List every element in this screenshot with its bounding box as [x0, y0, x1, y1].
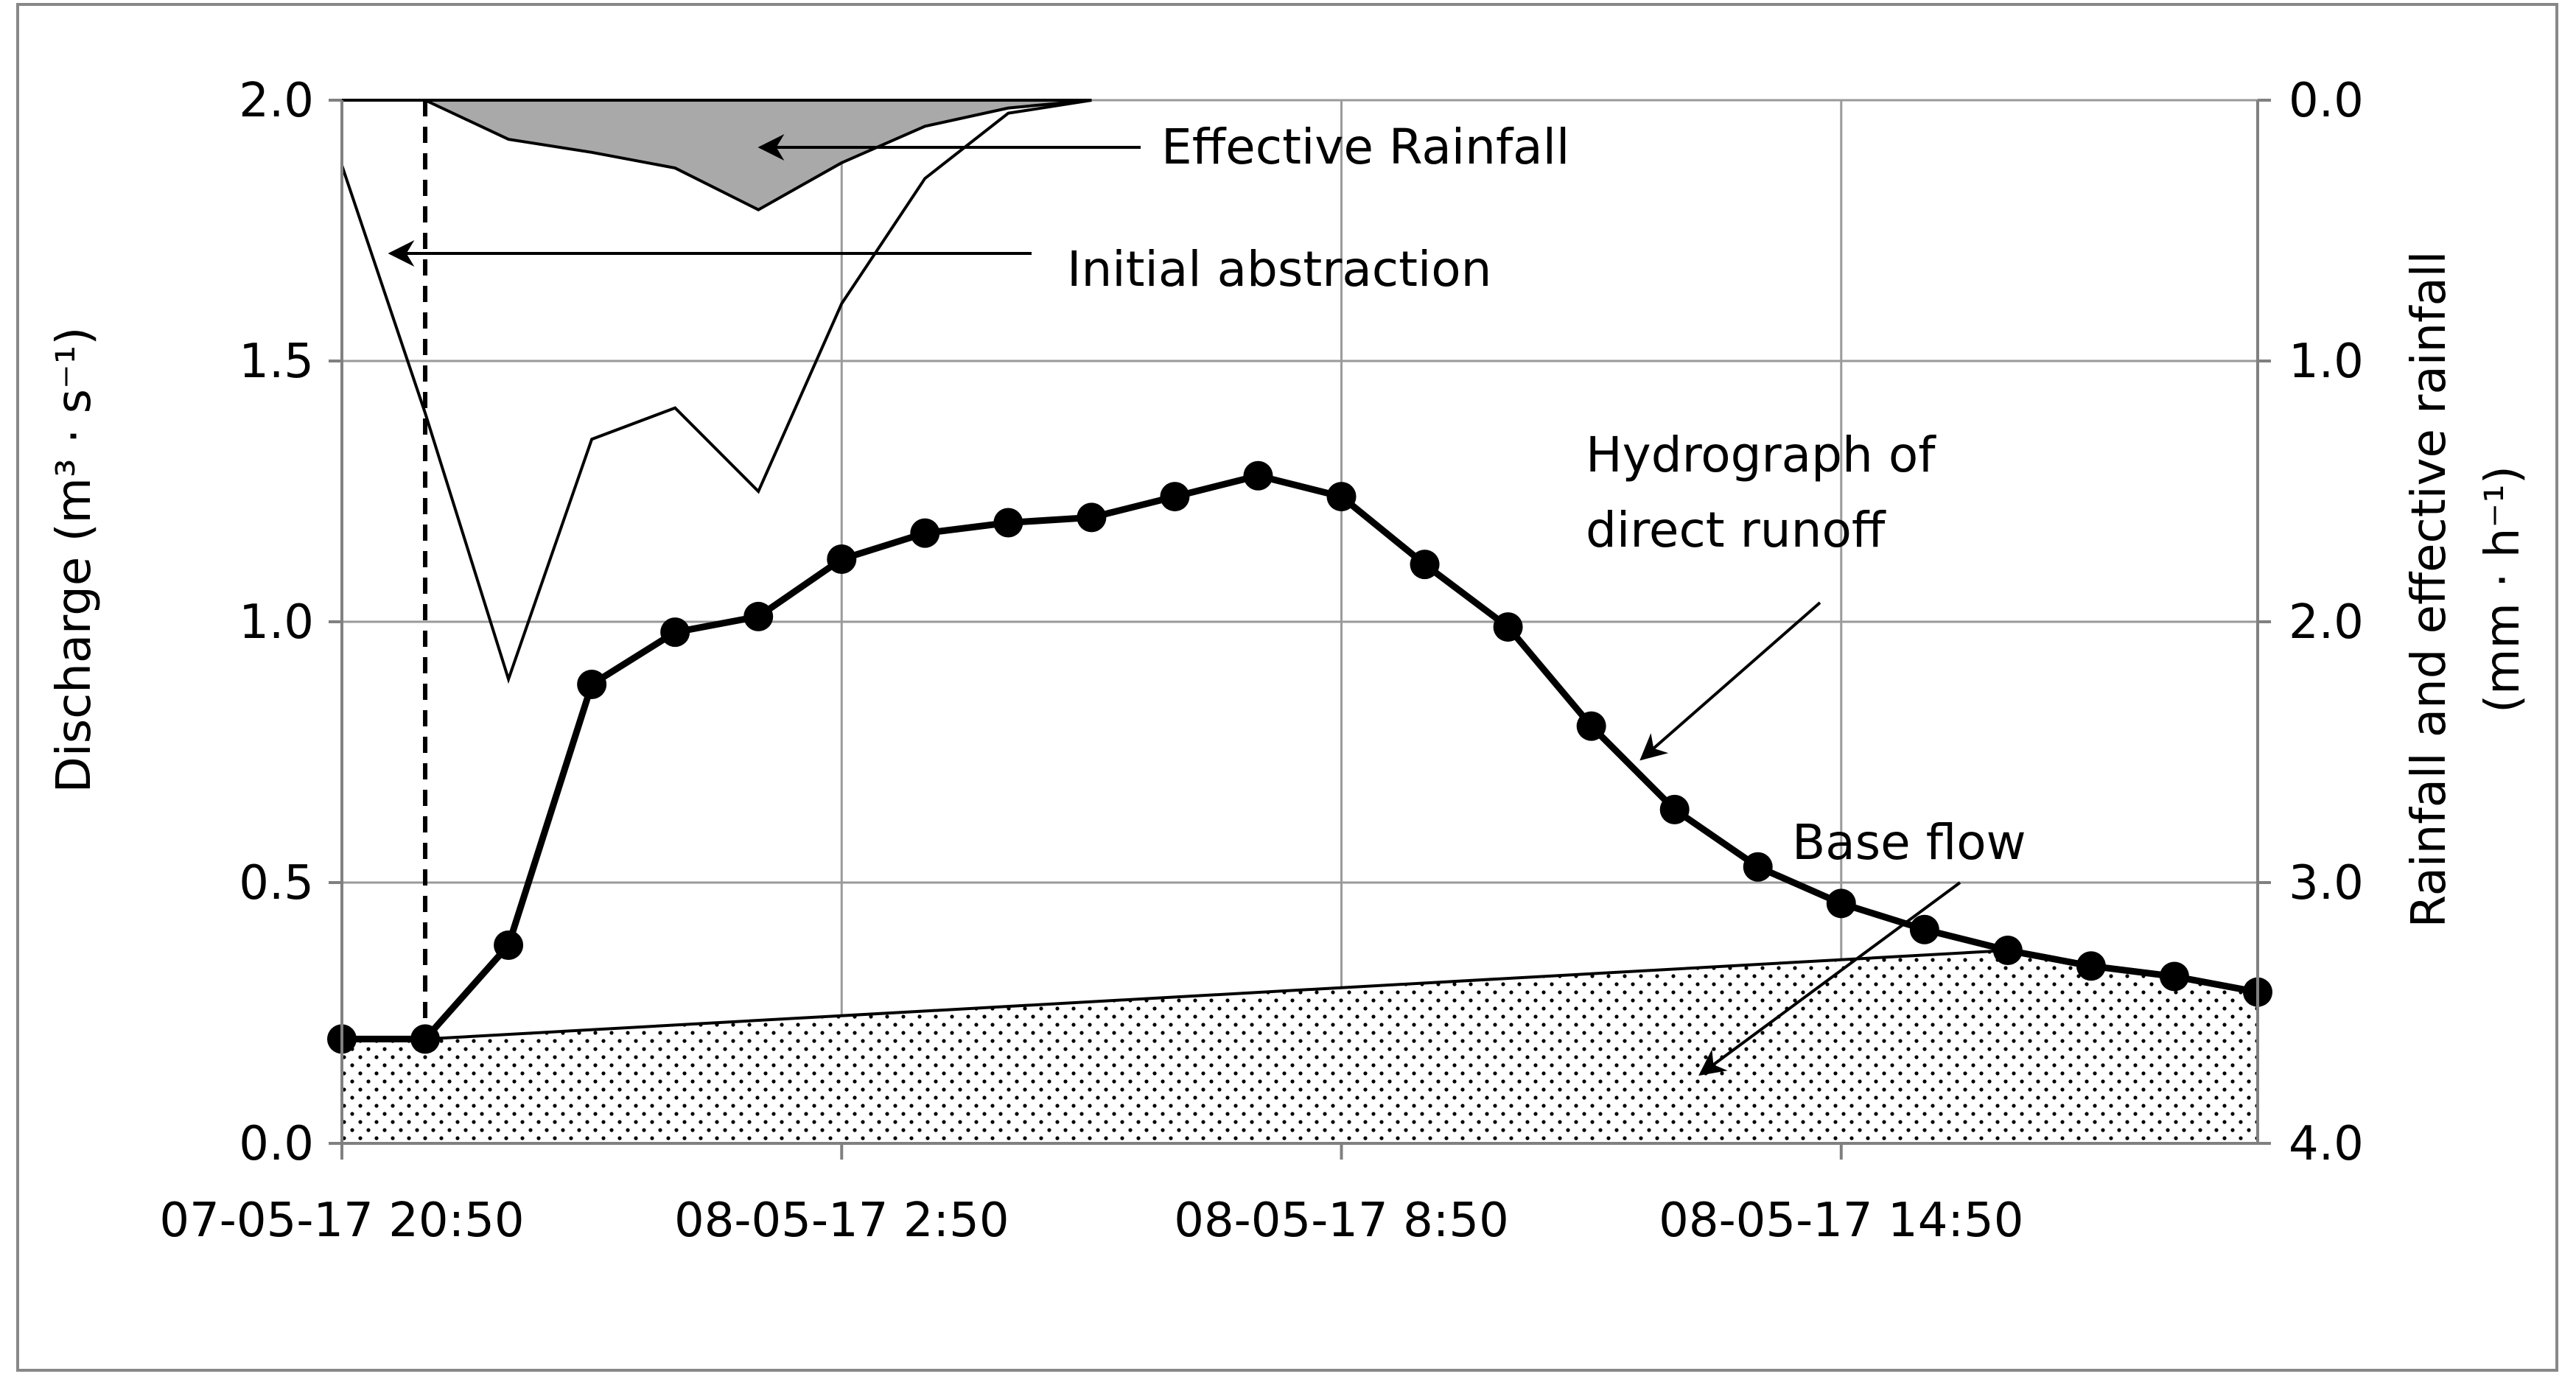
- hydrograph-point: [1826, 888, 1856, 919]
- hydrograph-point: [660, 617, 690, 648]
- hydrograph-point: [993, 508, 1023, 538]
- annotation-hydrograph-line2: direct runoff: [1586, 502, 1886, 558]
- hydrograph-point: [910, 518, 940, 548]
- hydrograph-point: [410, 1024, 441, 1054]
- hydrograph-point: [743, 601, 774, 631]
- hydrograph-point: [2159, 961, 2189, 992]
- effective-rainfall-area: [424, 99, 1092, 211]
- x-tick-label: 08-05-17 2:50: [674, 1193, 1009, 1248]
- base-flow-area: [342, 950, 2258, 1143]
- chart-frame: [16, 3, 2558, 1372]
- annotation-effective-rainfall: Effective Rainfall: [1161, 119, 1569, 175]
- hydrograph-point: [494, 930, 524, 960]
- hydrograph-point: [2076, 951, 2106, 981]
- hydrograph-point: [1410, 550, 1440, 580]
- hydrograph-point: [1576, 711, 1606, 741]
- y-left-tick-label: 1.0: [239, 595, 314, 650]
- annotation-base-flow: Base flow: [1792, 814, 2026, 871]
- hydrograph-point: [1659, 794, 1690, 824]
- hydrograph-point: [1077, 502, 1107, 533]
- y-left-tick-label: 1.5: [239, 334, 314, 389]
- y-right-tick-label: 1.0: [2289, 334, 2364, 389]
- arrow-base-flow: [1698, 881, 1961, 1076]
- arrow-hydrograph: [1639, 601, 1821, 761]
- x-tick-label: 08-05-17 14:50: [1659, 1193, 2023, 1248]
- rainfall-line: [340, 99, 1092, 684]
- y-right-tick-label: 0.0: [2289, 74, 2364, 128]
- hydrograph-point: [1326, 482, 1357, 512]
- y-left-tick-label: 0.0: [239, 1117, 314, 1171]
- hydrograph-point: [827, 544, 857, 575]
- y-right-tick-label: 4.0: [2289, 1117, 2364, 1171]
- y-axis-right-title-line1: Rainfall and effective rainfall: [2402, 251, 2457, 928]
- hydrograph-point: [577, 669, 607, 699]
- hydrograph-point: [1909, 914, 1939, 944]
- y-left-tick-label: 0.5: [239, 856, 314, 911]
- y-axis-left-title: Discharge (m³ · s⁻¹): [47, 327, 102, 793]
- x-tick-label: 08-05-17 8:50: [1174, 1193, 1509, 1248]
- y-axis-right-title-line2: (mm · h⁻¹): [2476, 466, 2530, 713]
- series: [327, 99, 2272, 1143]
- hydrograph-point: [1493, 612, 1523, 642]
- axes: 0.0 0.5 1.0 1.5 2.0 0.0 1.0 2.0 3.0 4.0 07-05-17 2…: [159, 74, 2363, 1248]
- y-left-tick-label: 2.0: [239, 74, 314, 128]
- hydrograph-point: [1243, 460, 1273, 491]
- hydrograph-point: [1992, 936, 2023, 966]
- hydrograph-point: [1743, 852, 1773, 882]
- hydrograph-point: [1160, 482, 1190, 512]
- annotation-initial-abstraction: Initial abstraction: [1067, 241, 1492, 298]
- y-right-tick-label: 3.0: [2289, 856, 2364, 911]
- y-right-tick-label: 2.0: [2289, 595, 2364, 650]
- annotation-hydrograph-line1: Hydrograph of: [1586, 427, 1936, 483]
- x-tick-label: 07-05-17 20:50: [159, 1193, 524, 1248]
